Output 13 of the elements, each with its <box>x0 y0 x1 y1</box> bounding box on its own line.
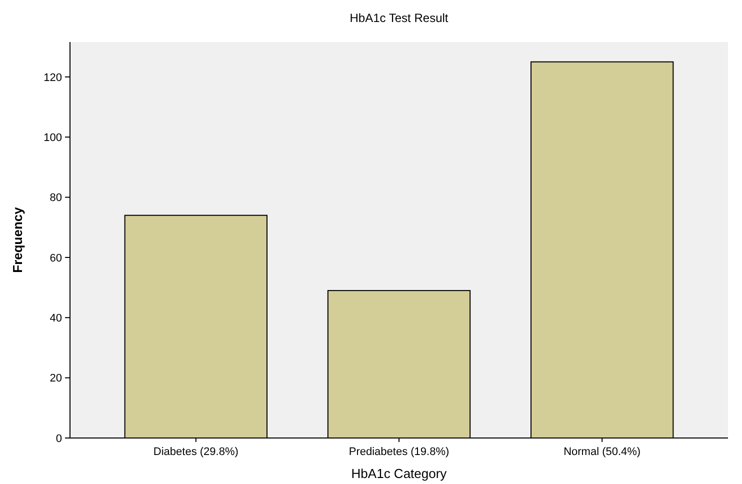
y-tick-label: 0 <box>56 432 62 445</box>
x-tick-label: Diabetes (29.8%) <box>153 446 238 458</box>
y-tick-label: 120 <box>44 72 62 84</box>
y-axis-title: Frequency <box>10 206 25 273</box>
chart-title: HbA1c Test Result <box>350 11 449 25</box>
y-tick-label: 80 <box>50 192 62 204</box>
x-axis-title: HbA1c Category <box>351 466 448 481</box>
y-tick-label: 40 <box>50 312 62 324</box>
y-tick-label: 20 <box>50 372 62 385</box>
x-tick-label: Prediabetes (19.8%) <box>348 446 450 458</box>
x-tick-label: Normal (50.4%) <box>564 446 641 458</box>
y-tick-label: 60 <box>50 252 62 264</box>
y-tick-label: 100 <box>44 132 62 144</box>
